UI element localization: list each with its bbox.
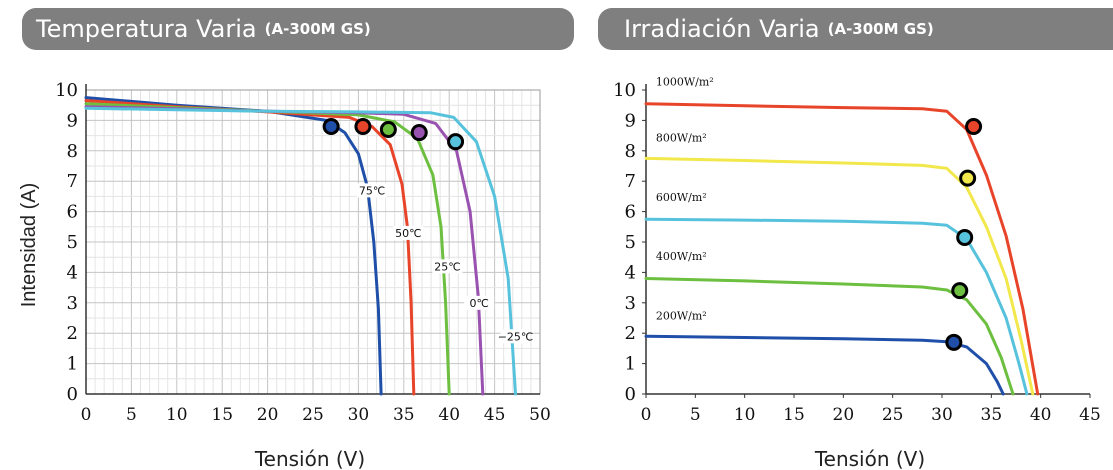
left-y-tick-label: 4 <box>67 262 78 283</box>
right-series-line <box>644 277 1015 396</box>
left-y-tick-label: 10 <box>55 80 78 101</box>
left-mpp-marker <box>447 133 465 151</box>
right-y-tick-label: 8 <box>625 141 636 162</box>
right-mpp-marker <box>959 169 977 187</box>
right-series-label: 200W/m² <box>656 310 707 323</box>
left-series-line <box>84 106 517 396</box>
left-chart-title-banner: Temperatura Varia (A-300M GS) <box>22 8 574 50</box>
right-y-tick-label: 4 <box>625 262 636 283</box>
right-x-tick-label: 25 <box>882 405 904 425</box>
right-y-tick-label: 0 <box>625 384 636 405</box>
right-mpp-marker <box>945 333 963 351</box>
right-x-tick-label: 10 <box>734 405 756 425</box>
right-mpp-marker <box>965 117 983 135</box>
left-y-tick-label: 0 <box>67 384 78 405</box>
left-y-tick-label: 2 <box>67 323 78 344</box>
left-chart-model: (A-300M GS) <box>264 20 371 38</box>
right-x-axis-label: Tensión (V) <box>814 447 925 470</box>
left-x-tick-label: 0 <box>81 405 92 425</box>
left-y-tick-label: 7 <box>67 171 78 192</box>
right-y-tick-label: 6 <box>625 202 636 223</box>
right-x-tick-label: 35 <box>981 405 1003 425</box>
left-x-tick-label: 25 <box>302 405 324 425</box>
left-series-label: 0℃ <box>469 297 488 310</box>
right-x-tick-label: 40 <box>1030 405 1052 425</box>
left-x-tick-label: 30 <box>348 405 370 425</box>
left-x-tick-label: 20 <box>257 405 279 425</box>
right-y-tick-label: 7 <box>625 171 636 192</box>
right-series-label: 800W/m² <box>656 132 707 145</box>
right-x-tick-label: 20 <box>833 405 855 425</box>
right-y-tick-label: 3 <box>625 293 636 314</box>
right-series-line <box>644 102 1040 396</box>
left-x-tick-label: 5 <box>126 405 137 425</box>
right-x-tick-label: 15 <box>783 405 805 425</box>
left-y-tick-label: 8 <box>67 141 78 162</box>
left-series-line <box>84 96 383 396</box>
left-chart-title: Temperatura Varia <box>36 15 257 43</box>
left-x-tick-label: 15 <box>211 405 233 425</box>
right-series-line <box>644 217 1029 396</box>
left-x-axis-label: Tensión (V) <box>254 447 365 470</box>
right-x-tick-label: 5 <box>690 405 701 425</box>
right-series-line <box>644 156 1035 396</box>
left-series-label: 25℃ <box>434 260 460 273</box>
left-x-tick-label: 45 <box>484 405 506 425</box>
right-x-tick-label: 0 <box>641 405 652 425</box>
left-mpp-marker <box>379 121 397 139</box>
left-mpp-marker <box>322 117 340 135</box>
right-chart-title-banner: Irradiación Varia (A-300M GS) <box>598 8 1113 50</box>
right-mpp-marker <box>951 282 969 300</box>
left-y-tick-label: 9 <box>67 110 78 131</box>
left-y-tick-label: 3 <box>67 293 78 314</box>
left-series-label: 50℃ <box>395 227 421 240</box>
left-x-tick-label: 40 <box>438 405 460 425</box>
left-mpp-marker <box>354 117 372 135</box>
left-y-tick-label: 1 <box>67 354 78 375</box>
right-series-label: 1000W/m² <box>656 75 714 88</box>
right-series-label: 600W/m² <box>656 191 707 204</box>
right-x-tick-label: 30 <box>931 405 953 425</box>
left-series-label-bg <box>500 329 531 344</box>
right-y-tick-label: 5 <box>625 232 636 253</box>
right-y-tick-label: 9 <box>625 110 636 131</box>
left-series-label-bg <box>393 225 424 240</box>
left-series-label: 75℃ <box>359 184 385 197</box>
right-chart-model: (A-300M GS) <box>827 20 934 38</box>
right-y-tick-label: 2 <box>625 323 636 344</box>
left-mpp-marker <box>410 124 428 142</box>
left-y-tick-label: 5 <box>67 232 78 253</box>
right-mpp-marker <box>956 228 974 246</box>
right-y-tick-label: 1 <box>625 354 636 375</box>
left-series-label: −25℃ <box>498 330 534 343</box>
left-x-tick-label: 10 <box>166 405 188 425</box>
right-y-tick-label: 10 <box>613 80 636 101</box>
left-y-axis-label: Intensidad (A) <box>18 183 40 308</box>
left-x-tick-label: 35 <box>393 405 415 425</box>
left-series-label-bg <box>357 183 388 198</box>
right-x-tick-label: 45 <box>1079 405 1101 425</box>
left-x-tick-label: 50 <box>529 405 551 425</box>
left-y-tick-label: 6 <box>67 202 78 223</box>
right-chart-title: Irradiación Varia <box>624 15 820 43</box>
left-series-label-bg <box>432 259 463 274</box>
right-series-label: 400W/m² <box>656 250 707 263</box>
left-series-label-bg <box>464 295 495 310</box>
